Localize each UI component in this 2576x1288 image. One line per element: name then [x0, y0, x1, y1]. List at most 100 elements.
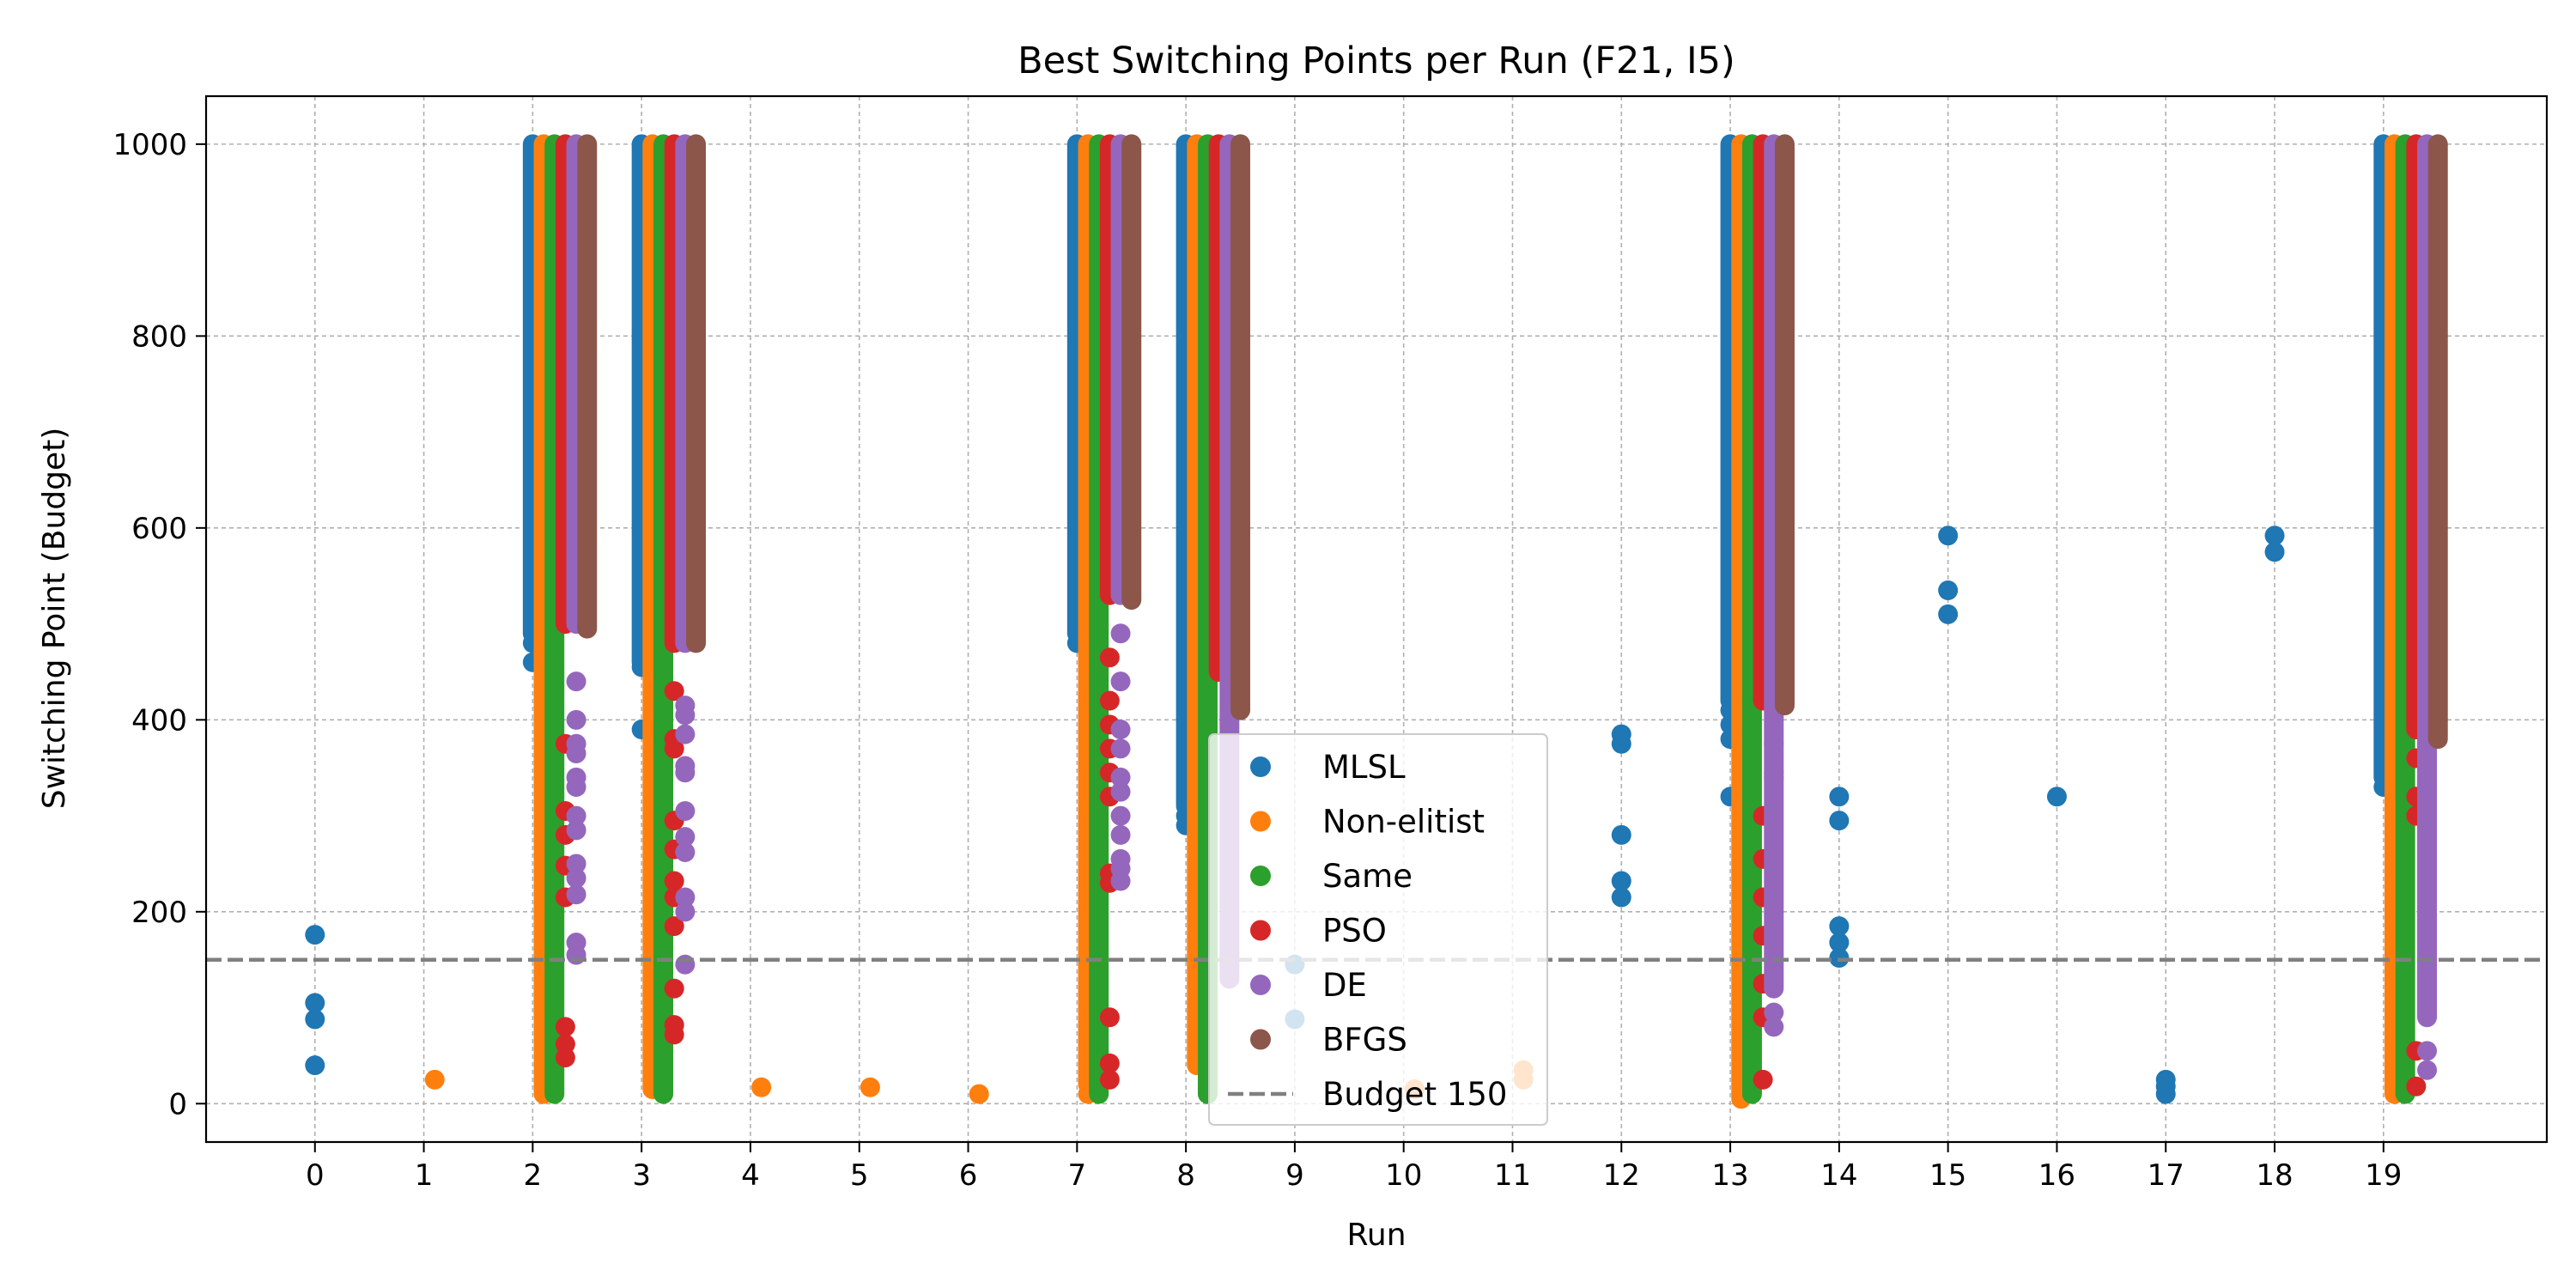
- x-tick-label: 5: [850, 1158, 869, 1193]
- legend-label: BFGS: [1322, 1022, 1407, 1059]
- data-point: [1829, 933, 1850, 953]
- data-point: [1611, 887, 1631, 908]
- data-point: [1110, 781, 1131, 802]
- chart-title: Best Switching Points per Run (F21, I5): [1018, 39, 1735, 82]
- data-point: [1764, 762, 1784, 783]
- data-point: [2264, 526, 2285, 546]
- point-cluster: [1121, 134, 1142, 611]
- series-bfgs: [577, 134, 2448, 750]
- data-point: [1938, 526, 1959, 546]
- point-cluster: [1230, 134, 1251, 720]
- data-point: [566, 805, 586, 826]
- data-point: [1611, 824, 1631, 845]
- data-point: [1099, 647, 1120, 668]
- data-point: [1829, 787, 1850, 807]
- point-cluster: [686, 134, 707, 653]
- data-point: [675, 724, 696, 744]
- legend-label: Budget 150: [1322, 1076, 1507, 1113]
- data-point: [1099, 1053, 1120, 1073]
- axes: 0 1 2 3 4 5 6 7 8 9 10 11 12 13 14 15 16 17 18 190200400600…: [112, 94, 2549, 1193]
- data-point: [664, 1015, 684, 1036]
- data-point: [2417, 769, 2438, 790]
- point-cluster: [577, 134, 598, 639]
- data-point: [1110, 805, 1131, 826]
- x-tick-label: 2: [524, 1158, 543, 1193]
- data-point: [566, 767, 586, 787]
- x-tick-label: 14: [1820, 1158, 1857, 1193]
- data-point: [664, 681, 684, 702]
- data-point: [1110, 671, 1131, 692]
- data-point: [1110, 738, 1131, 759]
- plot-area: [305, 134, 2448, 1109]
- data-point: [1753, 1069, 1773, 1090]
- data-point: [305, 1009, 325, 1030]
- data-point: [1099, 1007, 1120, 1028]
- data-point: [566, 709, 586, 730]
- data-point: [2417, 1060, 2438, 1080]
- x-tick-label: 18: [2256, 1158, 2293, 1193]
- legend-item: Same: [1250, 858, 1413, 895]
- data-point: [2406, 1076, 2427, 1097]
- legend-item: MLSL: [1250, 749, 1406, 786]
- data-point: [675, 696, 696, 716]
- x-tick-label: 7: [1068, 1158, 1087, 1193]
- data-point: [566, 868, 586, 889]
- legend-box: [1208, 733, 1548, 1126]
- data-point: [751, 1077, 772, 1097]
- data-point: [555, 1017, 575, 1037]
- data-point: [305, 1055, 325, 1076]
- data-point: [1829, 916, 1850, 937]
- y-tick-label: 800: [131, 319, 187, 354]
- x-axis-label: Run: [1346, 1218, 1406, 1253]
- data-point: [675, 800, 696, 821]
- legend-marker: [1250, 756, 1271, 777]
- data-point: [1764, 1002, 1784, 1023]
- data-point: [1110, 824, 1131, 845]
- data-point: [566, 820, 586, 841]
- data-point: [566, 733, 586, 754]
- data-point: [664, 916, 684, 937]
- data-point: [1110, 623, 1131, 644]
- axes-frame: [204, 94, 2549, 1144]
- data-point: [1938, 580, 1959, 600]
- legend-marker: [1250, 975, 1271, 995]
- data-point: [664, 978, 684, 999]
- x-tick-label: 9: [1285, 1158, 1304, 1193]
- y-tick-label: 1000: [112, 128, 187, 162]
- point-cluster: [2427, 134, 2448, 750]
- x-tick-label: 10: [1385, 1158, 1422, 1193]
- data-point: [1099, 690, 1120, 711]
- x-tick-label: 15: [1929, 1158, 1966, 1193]
- legend-item: DE: [1250, 967, 1367, 1004]
- y-tick-label: 600: [131, 512, 187, 546]
- data-point: [675, 902, 696, 922]
- y-axis-label: Switching Point (Budget): [37, 428, 72, 810]
- data-point: [1764, 1017, 1784, 1037]
- data-point: [1611, 871, 1631, 891]
- data-point: [305, 925, 325, 945]
- data-point: [1110, 848, 1131, 869]
- legend-item: PSO: [1250, 913, 1387, 950]
- data-point: [2417, 787, 2438, 807]
- data-point: [424, 1069, 445, 1090]
- data-point: [675, 842, 696, 863]
- legend: MLSL Non-elitist Same PSO DE BFGS Budget 150: [1208, 733, 1548, 1126]
- legend-label: PSO: [1322, 913, 1387, 950]
- data-point: [860, 1077, 880, 1097]
- y-tick-label: 400: [131, 703, 187, 738]
- point-cluster: [1774, 134, 1795, 716]
- data-point: [2046, 787, 2067, 807]
- legend-label: Non-elitist: [1322, 804, 1485, 841]
- y-tick-label: 0: [168, 1087, 187, 1121]
- x-tick-label: 6: [959, 1158, 978, 1193]
- legend-label: DE: [1322, 967, 1367, 1004]
- x-tick-label: 3: [632, 1158, 651, 1193]
- x-tick-label: 19: [2365, 1158, 2402, 1193]
- data-point: [555, 1034, 575, 1054]
- legend-label: Same: [1322, 858, 1413, 895]
- data-point: [566, 884, 586, 905]
- legend-marker: [1250, 811, 1271, 832]
- legend-item: Non-elitist: [1250, 804, 1485, 841]
- data-point: [566, 671, 586, 692]
